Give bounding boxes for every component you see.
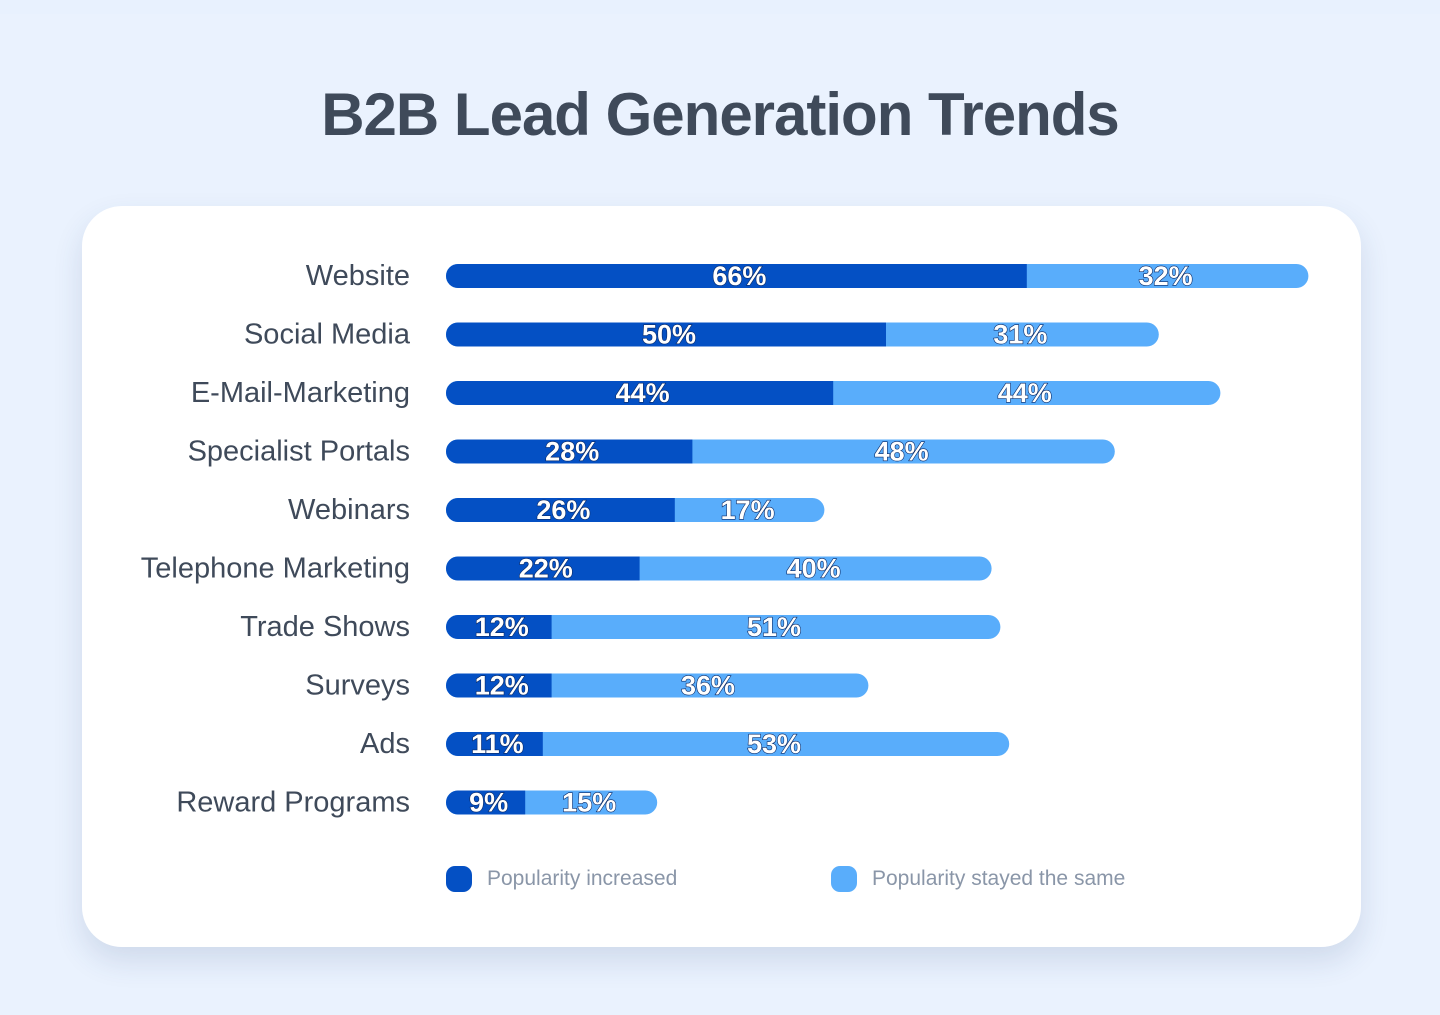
value-label-same-reward-programs: 15% xyxy=(562,788,616,818)
bar-increased-social-media xyxy=(446,322,886,347)
value-label-increased-reward-programs: 9% xyxy=(469,788,508,818)
category-label-reward-programs: Reward Programs xyxy=(176,787,410,819)
bar-increased-telephone-marketing xyxy=(446,556,640,581)
bar-increased-e-mail-marketing xyxy=(446,381,834,405)
category-label-telephone-marketing: Telephone Marketing xyxy=(141,553,410,585)
legend-item-same: Popularity stayed the same xyxy=(831,866,1125,892)
category-label-website: Website xyxy=(306,260,410,292)
bar-increased-specialist-portals xyxy=(446,439,693,464)
category-label-trade-shows: Trade Shows xyxy=(240,611,410,643)
value-label-increased-surveys: 12% xyxy=(475,671,529,701)
category-label-ads: Ads xyxy=(360,728,410,760)
bar-increased-surveys xyxy=(446,673,552,698)
bar-increased-reward-programs xyxy=(446,790,526,815)
value-label-increased-specialist-portals: 28% xyxy=(545,437,599,467)
value-label-same-specialist-portals: 48% xyxy=(875,437,929,467)
value-label-increased-website: 66% xyxy=(712,261,766,291)
value-label-increased-telephone-marketing: 22% xyxy=(519,554,573,584)
bar-increased-webinars xyxy=(446,498,675,522)
value-label-same-website: 32% xyxy=(1139,261,1193,291)
value-label-increased-social-media: 50% xyxy=(642,320,696,350)
value-label-increased-webinars: 26% xyxy=(536,495,590,525)
legend-item-increased: Popularity increased xyxy=(446,866,677,892)
bar-same-ads xyxy=(446,732,1010,756)
value-label-same-social-media: 31% xyxy=(993,320,1047,350)
value-label-increased-trade-shows: 12% xyxy=(475,612,529,642)
value-label-same-e-mail-marketing: 44% xyxy=(998,378,1052,408)
category-label-webinars: Webinars xyxy=(288,494,410,526)
value-label-same-ads: 53% xyxy=(747,729,801,759)
bar-increased-ads xyxy=(446,732,543,756)
value-label-same-webinars: 17% xyxy=(721,495,775,525)
category-label-social-media: Social Media xyxy=(244,319,411,351)
category-label-surveys: Surveys xyxy=(305,670,410,702)
legend-swatch-increased xyxy=(446,866,472,892)
value-label-increased-ads: 11% xyxy=(471,729,524,759)
category-label-specialist-portals: Specialist Portals xyxy=(188,436,410,468)
value-label-same-trade-shows: 51% xyxy=(747,612,801,642)
bar-increased-trade-shows xyxy=(446,615,552,639)
category-label-e-mail-marketing: E-Mail-Marketing xyxy=(191,377,410,409)
legend-swatch-same xyxy=(831,866,857,892)
value-label-increased-e-mail-marketing: 44% xyxy=(616,378,670,408)
bar-increased-website xyxy=(446,264,1027,288)
value-label-same-surveys: 36% xyxy=(681,671,735,701)
legend-label-increased: Popularity increased xyxy=(487,867,678,890)
bar-same-trade-shows xyxy=(446,615,1001,639)
chart-title: B2B Lead Generation Trends xyxy=(321,81,1120,148)
legend-label-same: Popularity stayed the same xyxy=(872,867,1126,890)
value-label-same-telephone-marketing: 40% xyxy=(787,554,841,584)
